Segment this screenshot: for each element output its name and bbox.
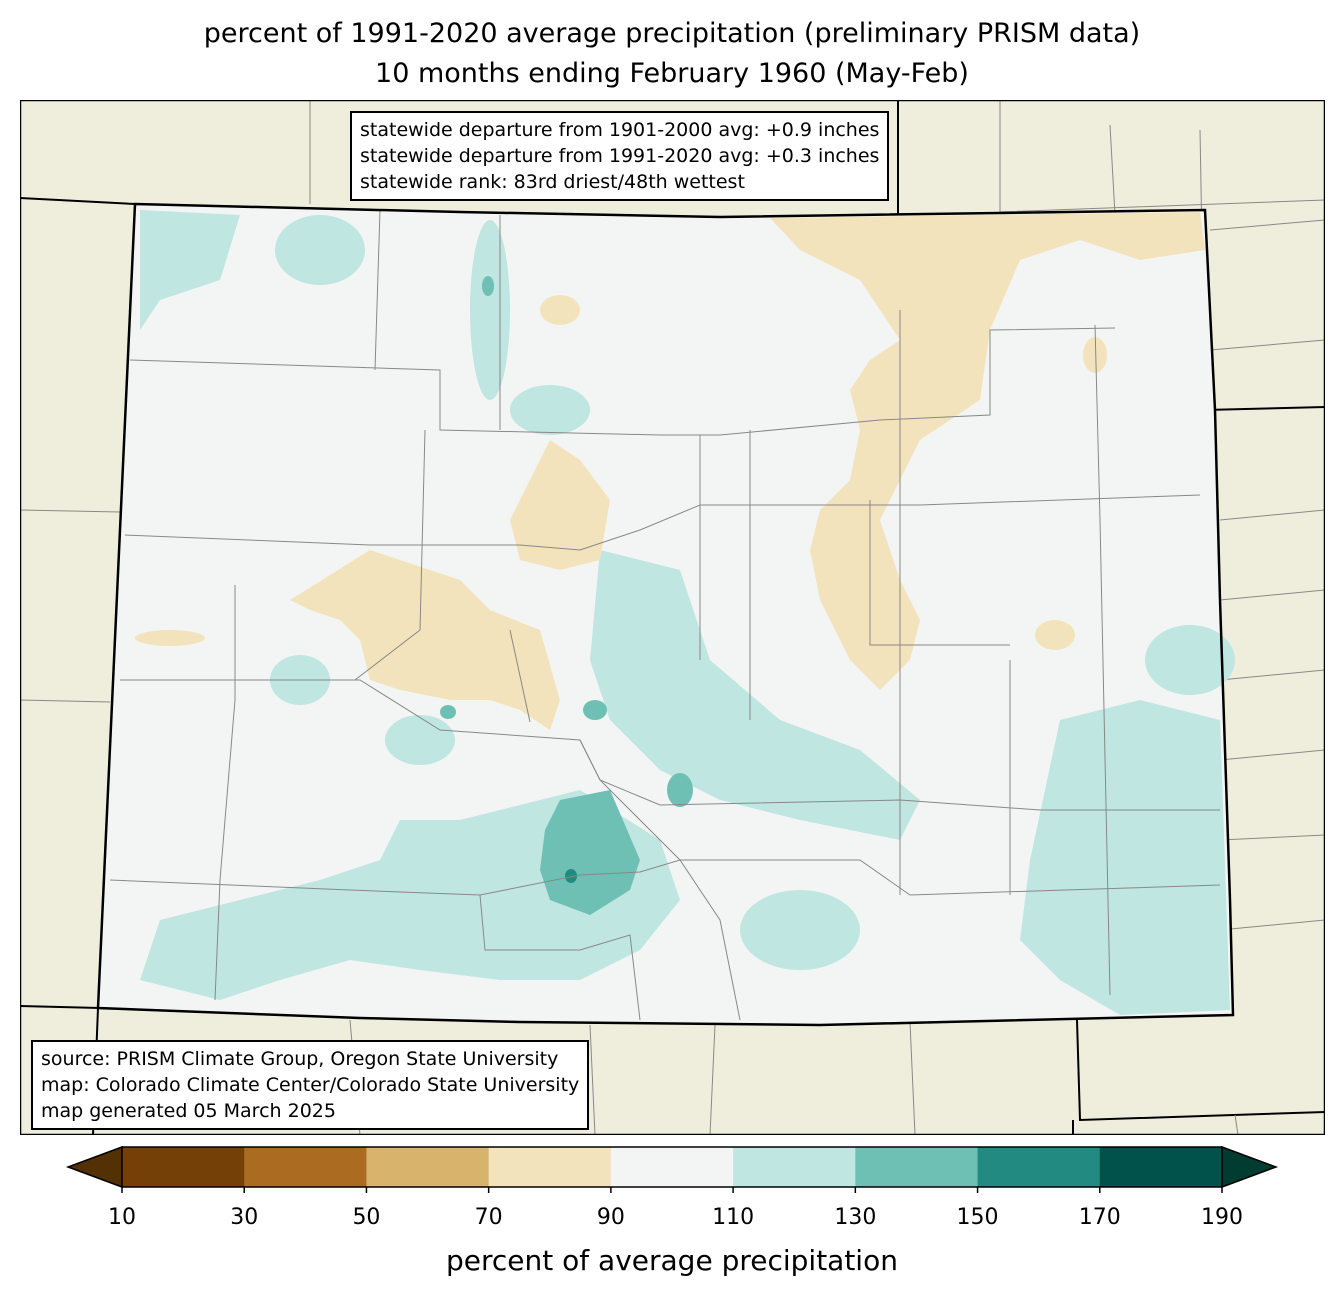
colorbar-tick-label: 150 bbox=[956, 1205, 999, 1230]
colorbar bbox=[65, 1145, 1279, 1193]
colorbar-segment bbox=[855, 1147, 979, 1187]
colorbar-outline bbox=[121, 1146, 1223, 1188]
colorbar-tick-label: 70 bbox=[474, 1205, 503, 1230]
precipitation-map bbox=[20, 100, 1325, 1135]
colorbar-segment bbox=[610, 1147, 734, 1187]
very-wet-areas bbox=[565, 869, 577, 883]
colorbar-segment bbox=[488, 1147, 612, 1187]
colorado-border bbox=[96, 202, 1235, 1027]
colorbar-tick-label: 110 bbox=[712, 1205, 755, 1230]
colorbar-tick-label: 50 bbox=[352, 1205, 381, 1230]
colorbar-tick-label: 190 bbox=[1201, 1205, 1243, 1230]
wetter-areas bbox=[440, 276, 693, 915]
dry-areas bbox=[135, 212, 1205, 730]
colorbar-segment bbox=[244, 1147, 367, 1187]
source-line: source: PRISM Climate Group, Oregon Stat… bbox=[41, 1048, 559, 1070]
map-credit-line: map: Colorado Climate Center/Colorado St… bbox=[41, 1074, 580, 1096]
colorbar-tick-label: 130 bbox=[834, 1205, 877, 1230]
stats-departure-1901-2000: statewide departure from 1901-2000 avg: … bbox=[360, 119, 880, 141]
stats-departure-1991-2020: statewide departure from 1991-2020 avg: … bbox=[360, 145, 880, 167]
colorbar-label: percent of average precipitation bbox=[446, 1244, 898, 1277]
generated-date-line: map generated 05 March 2025 bbox=[41, 1100, 336, 1122]
colorbar-segment bbox=[733, 1147, 856, 1187]
colorbar-segment bbox=[366, 1147, 490, 1187]
county-lines bbox=[109, 209, 1221, 1021]
colorbar-under-arrow bbox=[65, 1145, 123, 1189]
colorbar-segment bbox=[1099, 1147, 1223, 1187]
colorbar-tick-label: 170 bbox=[1078, 1205, 1121, 1230]
colorbar-tick-label: 30 bbox=[230, 1205, 259, 1230]
statewide-stats-box: statewide departure from 1901-2000 avg: … bbox=[350, 111, 890, 201]
title-line-2: 10 months ending February 1960 (May-Feb) bbox=[375, 58, 969, 89]
map-frame bbox=[20, 100, 1325, 1135]
colorbar-tick-label: 10 bbox=[108, 1205, 136, 1230]
source-box: source: PRISM Climate Group, Oregon Stat… bbox=[31, 1040, 590, 1130]
colorbar-segment bbox=[977, 1147, 1101, 1187]
colorbar-over-arrow bbox=[1221, 1145, 1279, 1189]
stats-rank: statewide rank: 83rd driest/48th wettest bbox=[360, 171, 745, 193]
colorbar-tick-label: 90 bbox=[596, 1205, 625, 1230]
colorbar-segment bbox=[122, 1147, 245, 1187]
title-line-1: percent of 1991-2020 average precipitati… bbox=[203, 18, 1141, 49]
